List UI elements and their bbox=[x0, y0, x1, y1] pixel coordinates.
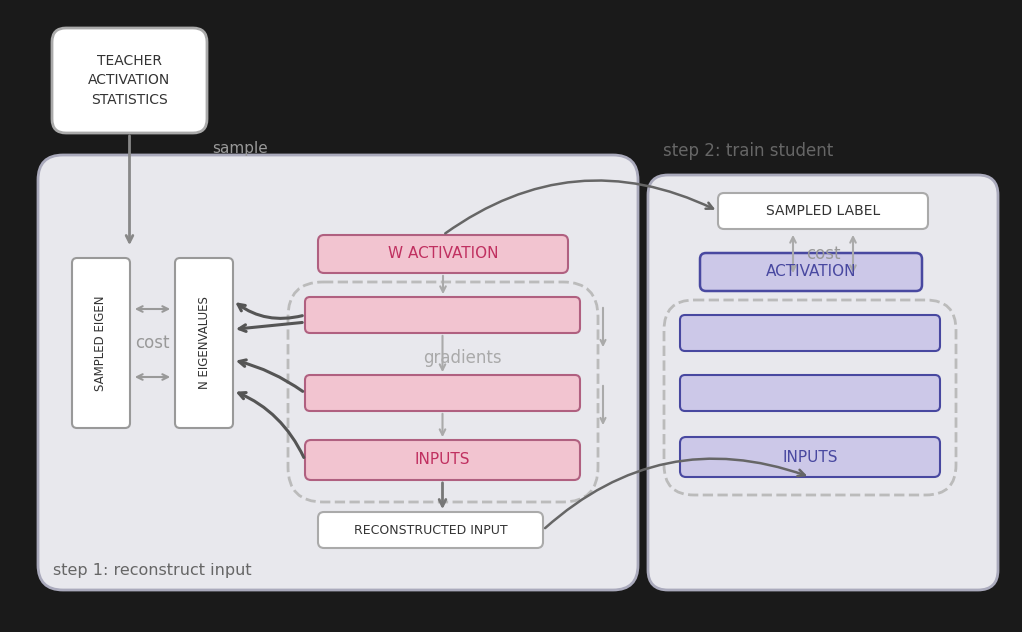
FancyBboxPatch shape bbox=[700, 253, 922, 291]
Text: TEACHER
ACTIVATION
STATISTICS: TEACHER ACTIVATION STATISTICS bbox=[88, 54, 171, 107]
Text: cost: cost bbox=[135, 334, 170, 352]
FancyBboxPatch shape bbox=[318, 512, 543, 548]
FancyBboxPatch shape bbox=[72, 258, 130, 428]
Text: sample: sample bbox=[212, 141, 268, 156]
FancyBboxPatch shape bbox=[38, 155, 638, 590]
Text: gradients: gradients bbox=[423, 349, 502, 367]
Text: step 2: train student: step 2: train student bbox=[663, 142, 833, 160]
Text: INPUTS: INPUTS bbox=[782, 449, 838, 465]
FancyBboxPatch shape bbox=[718, 193, 928, 229]
FancyBboxPatch shape bbox=[305, 297, 580, 333]
Text: W ACTIVATION: W ACTIVATION bbox=[387, 246, 499, 262]
Text: N EIGENVALUES: N EIGENVALUES bbox=[197, 296, 211, 389]
Text: SAMPLED EIGEN: SAMPLED EIGEN bbox=[94, 295, 107, 391]
FancyBboxPatch shape bbox=[305, 440, 580, 480]
FancyBboxPatch shape bbox=[318, 235, 568, 273]
Text: step 1: reconstruct input: step 1: reconstruct input bbox=[53, 563, 251, 578]
FancyBboxPatch shape bbox=[52, 28, 207, 133]
Text: SAMPLED LABEL: SAMPLED LABEL bbox=[765, 204, 880, 218]
FancyBboxPatch shape bbox=[680, 375, 940, 411]
FancyBboxPatch shape bbox=[680, 437, 940, 477]
Text: RECONSTRUCTED INPUT: RECONSTRUCTED INPUT bbox=[354, 523, 507, 537]
FancyBboxPatch shape bbox=[305, 375, 580, 411]
FancyBboxPatch shape bbox=[680, 315, 940, 351]
Text: cost: cost bbox=[805, 245, 840, 263]
FancyBboxPatch shape bbox=[648, 175, 998, 590]
Text: ACTIVATION: ACTIVATION bbox=[765, 265, 856, 279]
Text: INPUTS: INPUTS bbox=[415, 453, 470, 468]
FancyBboxPatch shape bbox=[175, 258, 233, 428]
